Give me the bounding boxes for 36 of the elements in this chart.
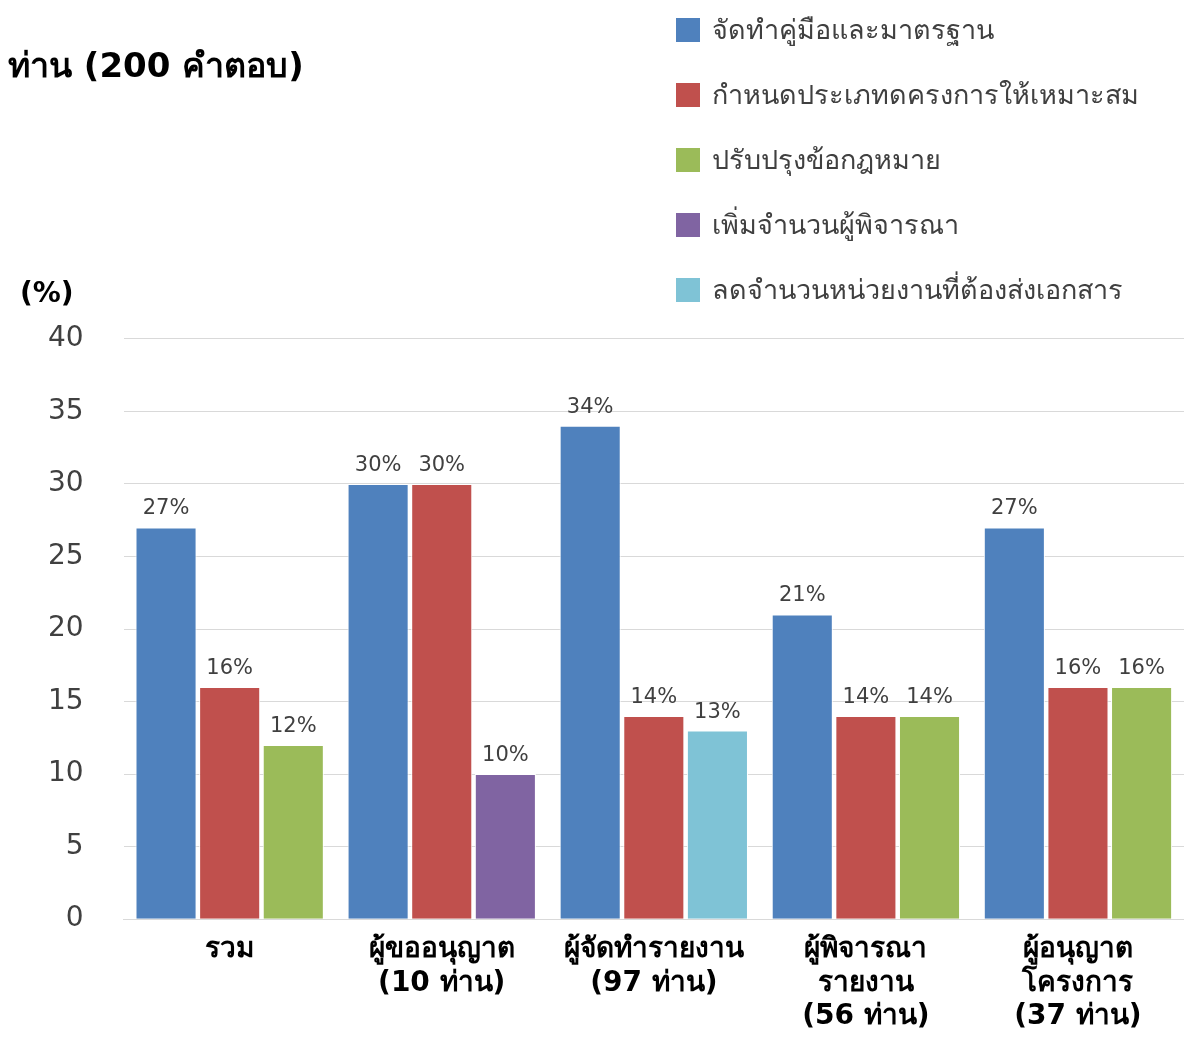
- y-tick-label: 20: [47, 610, 84, 644]
- x-tick-label: ผู้พิจารณา รายงาน (56 ท่าน): [802, 931, 930, 1032]
- data-label: 14%: [906, 684, 953, 709]
- y-tick-label: 40: [47, 320, 84, 354]
- x-tick-label: ผู้ขออนุญาต (10 ท่าน): [368, 931, 515, 998]
- x-tick-label: ผู้จัดทำรายงาน (97 ท่าน): [563, 931, 744, 998]
- data-label: 30%: [354, 451, 402, 476]
- legend-label: จัดทำคู่มือและมาตรฐาน: [712, 13, 994, 48]
- x-tick-label: ผู้อนุญาต โครงการ (37 ท่าน): [1014, 931, 1142, 1032]
- data-label: 14%: [630, 684, 678, 709]
- data-label: 34%: [566, 393, 614, 418]
- legend-label: กำหนดประเภทดครงการให้เหมาะสม: [712, 78, 1139, 112]
- data-label: 27%: [991, 495, 1038, 520]
- data-label: 16%: [1118, 654, 1165, 679]
- data-label: 27%: [142, 495, 190, 520]
- chart-title: ท่าน (200 คำตอบ): [8, 45, 304, 86]
- y-tick-label: 5: [65, 827, 84, 861]
- x-tick-label: รวม: [205, 931, 255, 965]
- legend-label: เพิ่มจำนวนผู้พิจารณา: [712, 205, 959, 243]
- data-label: 12%: [269, 713, 317, 738]
- y-tick-label: 10: [47, 755, 84, 789]
- y-tick-label: 15: [47, 682, 84, 716]
- data-label: 10%: [482, 742, 529, 767]
- data-label: 16%: [1054, 654, 1102, 679]
- data-label: 13%: [694, 698, 741, 723]
- legend-label: ปรับปรุงข้อกฎหมาย: [712, 143, 941, 178]
- y-axis-title: (%): [20, 276, 74, 310]
- y-tick-label: 25: [47, 537, 84, 571]
- legend-label: ลดจำนวนหน่วยงานที่ต้องส่งเอกสาร: [712, 270, 1123, 307]
- data-label: 21%: [778, 582, 826, 607]
- data-label: 14%: [842, 684, 890, 709]
- data-label: 16%: [206, 654, 254, 679]
- y-tick-label: 30: [47, 465, 84, 499]
- y-tick-label: 35: [47, 392, 84, 426]
- data-label: 30%: [418, 451, 466, 476]
- y-tick-label: 0: [65, 900, 84, 934]
